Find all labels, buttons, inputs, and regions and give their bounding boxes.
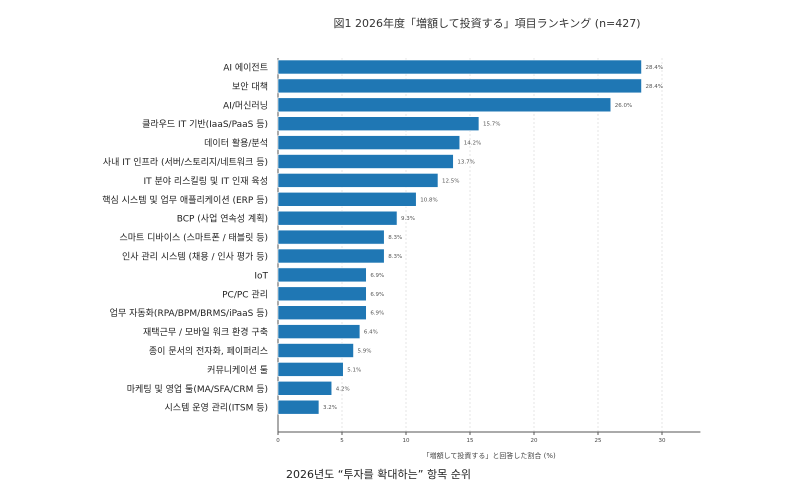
category-label: IoT <box>254 271 268 281</box>
category-label: 보안 대책 <box>232 80 268 92</box>
bar <box>277 267 367 283</box>
value-label: 8.3% <box>388 254 402 260</box>
category-label: BCP (사업 연속성 계획) <box>177 213 268 225</box>
category-label: 업무 자동화(RPA/BPM/BRMS/iPaaS 등) <box>110 308 268 319</box>
value-label: 6.9% <box>370 311 384 317</box>
bar <box>277 343 354 358</box>
x-tick-label: 10 <box>403 438 410 444</box>
value-label: 3.2% <box>323 405 337 411</box>
value-label: 10.8% <box>420 197 437 203</box>
bar <box>277 362 344 377</box>
x-axis-label: 「増額して投資する」と回答した割合 (%) <box>423 451 556 460</box>
value-label: 28.4% <box>646 65 663 71</box>
category-label: PC/PC 관리 <box>222 289 268 300</box>
bar <box>277 116 480 131</box>
value-label: 4.2% <box>336 386 350 392</box>
chart-title: 図1 2026年度「増額して投資する」項目ランキング (n=427) <box>333 17 641 30</box>
category-label: 인사 관리 시스템 (채용 / 인사 평가 등) <box>122 251 268 263</box>
bar <box>277 248 385 264</box>
bar <box>277 229 385 245</box>
value-label: 6.4% <box>364 330 378 336</box>
x-tick-label: 5 <box>340 438 344 444</box>
value-label: 5.1% <box>347 367 361 373</box>
value-label: 6.9% <box>370 292 384 298</box>
value-label: 28.4% <box>646 84 663 90</box>
category-label: 클라우드 IT 기반(IaaS/PaaS 등) <box>142 119 268 130</box>
value-label: 15.7% <box>483 122 500 128</box>
category-label: AI 에이전트 <box>223 63 268 74</box>
x-tick-label: 25 <box>595 438 602 444</box>
bar <box>277 380 333 396</box>
x-tick-label: 0 <box>276 438 280 444</box>
x-tick-label: 20 <box>531 438 538 444</box>
category-label: 사내 IT 인프라 (서버/스토리지/네트워크 등) <box>103 157 268 168</box>
chart-caption: 2026년도 “투자를 확대하는” 항목 순위 <box>286 468 471 481</box>
bar <box>277 135 461 150</box>
bar <box>277 154 454 169</box>
category-label: AI/머신러닝 <box>223 100 268 111</box>
bar <box>277 305 367 321</box>
bar <box>277 78 642 94</box>
value-label: 26.0% <box>615 103 632 109</box>
bar <box>277 97 612 113</box>
value-label: 5.9% <box>358 349 372 355</box>
bar <box>277 192 417 207</box>
value-label: 9.3% <box>401 216 415 222</box>
bar <box>277 399 320 415</box>
bar <box>277 173 439 188</box>
category-label: 커뮤니케이션 툴 <box>207 365 268 376</box>
category-label: 스마트 디바이스 (스마트폰 / 태블릿 등) <box>119 232 268 244</box>
category-label: 마케팅 및 영업 툴(MA/SFA/CRM 등) <box>127 383 268 395</box>
value-label: 8.3% <box>388 235 402 241</box>
category-label: 데이터 활용/분석 <box>204 137 268 149</box>
x-tick-label: 15 <box>467 438 474 444</box>
x-tick-label: 30 <box>659 438 666 444</box>
category-label: IT 분야 리스킬링 및 IT 인재 육성 <box>143 175 268 187</box>
value-label: 12.5% <box>442 178 459 184</box>
value-label: 6.9% <box>370 273 384 279</box>
value-label: 13.7% <box>457 160 474 166</box>
bar <box>277 286 367 302</box>
category-label: 시스템 운영 관리(ITSM 등) <box>165 402 268 414</box>
bar <box>277 59 642 75</box>
category-label: 핵심 시스템 및 업무 애플리케이션 (ERP 등) <box>102 194 268 206</box>
category-label: 재택근무 / 모바일 워크 환경 구축 <box>143 326 268 338</box>
bar <box>277 210 398 226</box>
bar <box>277 324 361 339</box>
value-label: 14.2% <box>464 141 481 147</box>
category-label: 종이 문서의 전자화, 페이퍼리스 <box>149 346 268 357</box>
